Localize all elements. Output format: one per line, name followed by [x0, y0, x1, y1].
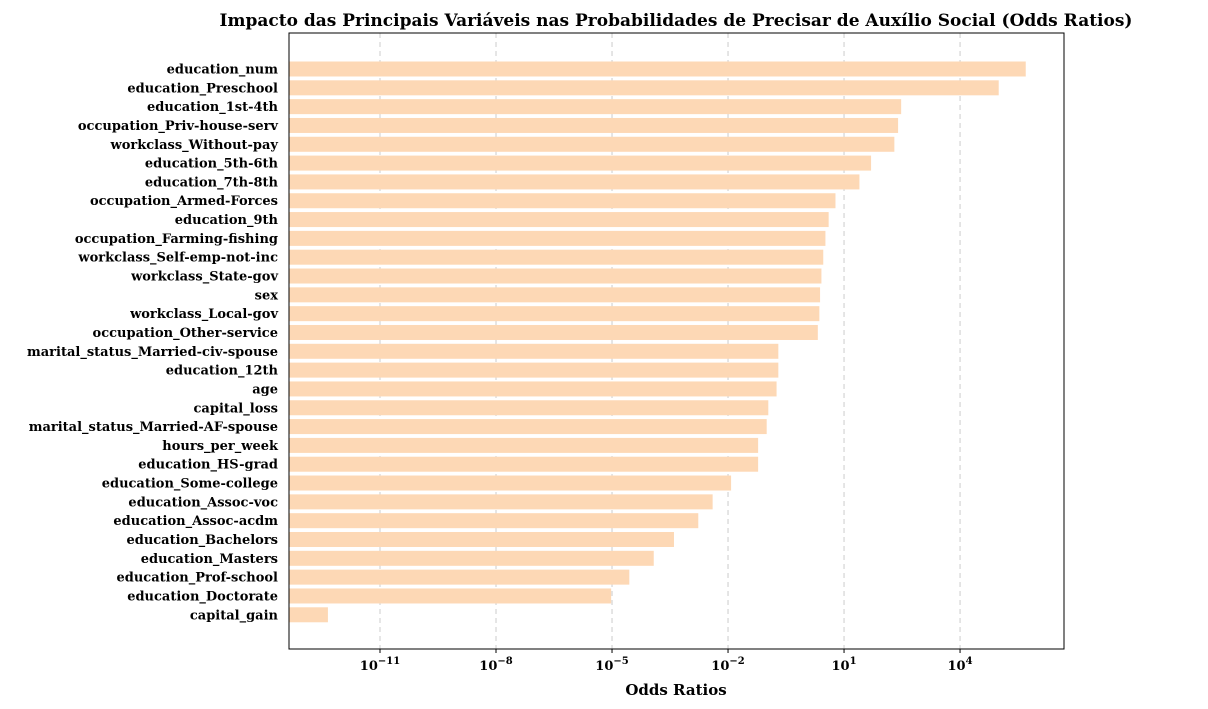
bar-capital_loss — [289, 400, 769, 416]
bar-education_5th-6th — [289, 155, 872, 171]
x-tick-label-4: 101 — [832, 656, 857, 674]
category-label-education_Preschool: education_Preschool — [127, 81, 278, 96]
category-label-education_Doctorate: education_Doctorate — [127, 589, 278, 604]
category-label-hours_per_week: hours_per_week — [162, 439, 279, 454]
category-label-education_7th-8th: education_7th-8th — [145, 175, 279, 190]
category-label-education_Some-college: education_Some-college — [102, 477, 278, 492]
bar-occupation_Farming-fishing — [289, 230, 826, 246]
bar-workclass_Without-pay — [289, 136, 895, 152]
bar-age — [289, 381, 777, 397]
bar-capital_gain — [289, 607, 328, 623]
bar-education_num — [289, 61, 1026, 77]
category-label-occupation_Armed-Forces: occupation_Armed-Forces — [90, 194, 278, 209]
bar-hours_per_week — [289, 437, 759, 453]
category-label-workclass_State-gov: workclass_State-gov — [130, 270, 278, 285]
category-label-sex: sex — [255, 288, 279, 303]
category-label-education_9th: education_9th — [175, 213, 279, 228]
category-label-education_Prof-school: education_Prof-school — [116, 571, 278, 586]
category-label-education_Assoc-acdm: education_Assoc-acdm — [113, 514, 278, 529]
category-label-occupation_Priv-house-serv: occupation_Priv-house-serv — [78, 119, 279, 134]
category-label-marital_status_Married-civ-spouse: marital_status_Married-civ-spouse — [27, 345, 278, 360]
category-label-education_Assoc-voc: education_Assoc-voc — [128, 495, 278, 510]
x-tick-label-3: 10−2 — [711, 656, 744, 674]
bar-education_7th-8th — [289, 174, 860, 190]
category-labels: education_num education_Preschool educatio… — [27, 63, 279, 624]
bar-education_Doctorate — [289, 588, 612, 604]
category-label-education_Bachelors: education_Bachelors — [126, 533, 278, 548]
bar-workclass_Local-gov — [289, 306, 820, 322]
category-label-capital_loss: capital_loss — [194, 401, 278, 416]
category-label-age: age — [252, 382, 278, 397]
category-label-workclass_Without-pay: workclass_Without-pay — [110, 138, 279, 153]
bar-education_Prof-school — [289, 569, 630, 585]
x-tick-label-1: 10−8 — [479, 656, 512, 674]
bar-education_Assoc-acdm — [289, 513, 699, 529]
bar-education_1st-4th — [289, 99, 902, 115]
bar-education_Assoc-voc — [289, 494, 713, 510]
bar-education_Some-college — [289, 475, 732, 491]
plot-frame — [288, 32, 1065, 650]
bar-workclass_Self-emp-not-inc — [289, 249, 824, 265]
x-tick-label-2: 10−5 — [595, 656, 628, 674]
category-label-occupation_Farming-fishing: occupation_Farming-fishing — [75, 232, 278, 247]
bar-education_9th — [289, 212, 829, 228]
x-tick-label-0: 10−11 — [360, 656, 400, 674]
bar-education_12th — [289, 362, 779, 378]
category-label-occupation_Other-service: occupation_Other-service — [93, 326, 278, 341]
bar-marital_status_Married-civ-spouse — [289, 343, 779, 359]
x-tick-labels: 10−11 10−8 10−5 10−2 101 104 — [360, 649, 973, 674]
category-label-education_12th: education_12th — [166, 364, 279, 379]
x-axis-label: Odds Ratios — [625, 681, 726, 699]
category-label-education_1st-4th: education_1st-4th — [147, 100, 279, 115]
x-tick-label-5: 104 — [948, 656, 973, 674]
bar-marital_status_Married-AF-spouse — [289, 419, 767, 435]
bar-education_Preschool — [289, 80, 999, 96]
category-label-marital_status_Married-AF-spouse: marital_status_Married-AF-spouse — [29, 420, 278, 435]
chart-title: Impacto das Principais Variáveis nas Pro… — [220, 11, 1133, 31]
category-label-workclass_Self-emp-not-inc: workclass_Self-emp-not-inc — [77, 251, 278, 266]
bar-education_HS-grad — [289, 456, 759, 472]
bar-education_Masters — [289, 550, 654, 566]
category-label-education_5th-6th: education_5th-6th — [145, 157, 279, 172]
category-label-education_HS-grad: education_HS-grad — [138, 458, 278, 473]
bar-sex — [289, 287, 821, 303]
bar-workclass_State-gov — [289, 268, 822, 284]
category-label-education_num: education_num — [167, 63, 279, 78]
category-label-workclass_Local-gov: workclass_Local-gov — [129, 307, 278, 322]
bar-occupation_Armed-Forces — [289, 193, 836, 209]
category-label-capital_gain: capital_gain — [190, 608, 279, 623]
bar-occupation_Other-service — [289, 324, 818, 340]
category-label-education_Masters: education_Masters — [141, 552, 278, 567]
bar-occupation_Priv-house-serv — [289, 117, 899, 133]
bar-education_Bachelors — [289, 532, 674, 547]
bars — [289, 61, 1026, 623]
